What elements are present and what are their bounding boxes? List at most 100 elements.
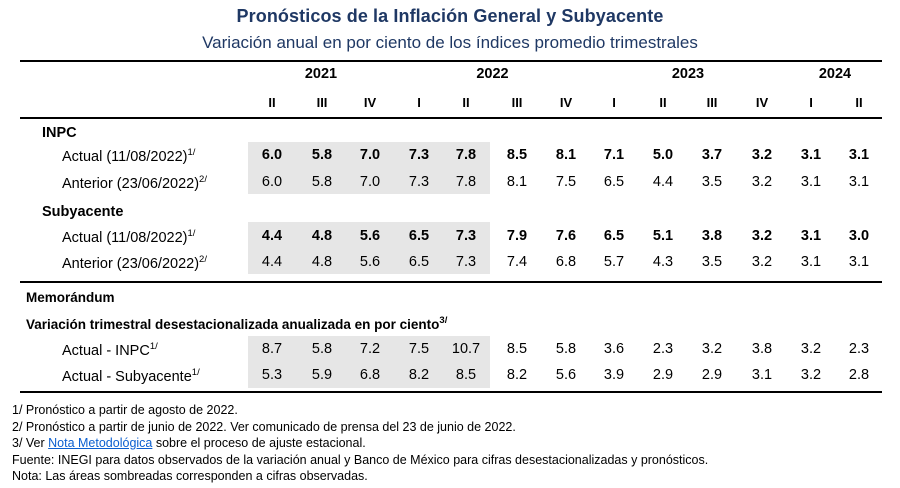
quarter-header: I (809, 95, 813, 110)
footnote-ref: 1/ (187, 147, 196, 158)
table-cell: 5.0 (652, 147, 674, 163)
quarter-header: II (855, 95, 863, 110)
footnote-ref: 2/ (199, 174, 207, 185)
table-cell: 7.1 (603, 147, 625, 163)
table-cell: 5.6 (359, 228, 381, 244)
row-label: Actual (11/08/2022)1/ (62, 147, 195, 165)
table-cell: 6.5 (603, 174, 625, 190)
section-title: Subyacente (42, 204, 124, 220)
table-cell: 8.1 (506, 174, 528, 190)
quarter-header: II (268, 95, 276, 110)
row-label: Anterior (23/06/2022)2/ (62, 174, 207, 192)
table-cell: 3.7 (701, 147, 723, 163)
year-header: 2023 (671, 66, 705, 82)
table-cell: 6.0 (261, 147, 283, 163)
table-cell: 3.8 (701, 228, 723, 244)
table-cell: 3.1 (751, 367, 773, 383)
table-cell: 3.1 (800, 147, 822, 163)
row-label-text: Actual - Subyacente (62, 369, 192, 385)
row-label-text: Anterior (23/06/2022) (62, 256, 200, 272)
table-cell: 2.3 (848, 341, 870, 357)
quarter-header: IV (755, 95, 769, 110)
table-cell: 4.4 (261, 228, 283, 244)
table-cell: 8.7 (261, 341, 283, 357)
table-cell: 7.4 (506, 254, 528, 270)
table-cell: 3.5 (701, 174, 723, 190)
table-cell: 5.8 (555, 341, 577, 357)
observed-shade (248, 248, 490, 274)
quarter-header: II (659, 95, 667, 110)
footnotes: 1/ Pronóstico a partir de agosto de 2022… (12, 402, 708, 485)
table-cell: 3.2 (800, 341, 822, 357)
table-cell: 7.5 (408, 341, 430, 357)
table-cell: 6.8 (359, 367, 381, 383)
row-label: Actual (11/08/2022)1/ (62, 228, 195, 246)
table-cell: 7.3 (408, 147, 430, 163)
table-cell: 5.7 (603, 254, 625, 270)
table-cell: 7.3 (408, 174, 430, 190)
quarter-header: I (417, 95, 421, 110)
table-cell: 7.6 (555, 228, 577, 244)
table-cell: 3.1 (848, 254, 870, 270)
table-cell: 3.2 (751, 228, 773, 244)
quarter-header: I (612, 95, 616, 110)
row-label-text: Actual (11/08/2022) (62, 149, 188, 165)
footnote-ref: 1/ (191, 367, 200, 378)
header-bottom-rule (20, 117, 882, 119)
page-title: Pronósticos de la Inflación General y Su… (236, 6, 664, 26)
table-cell: 4.4 (652, 174, 674, 190)
table-cell: 3.2 (701, 341, 723, 357)
observed-shade (248, 362, 490, 388)
footnote-ref: 3/ (439, 315, 448, 326)
footnote-ref: 1/ (149, 341, 158, 352)
table-cell: 3.1 (800, 174, 822, 190)
row-label-text: Anterior (23/06/2022) (62, 176, 200, 192)
memo-subtitle: Variación trimestral desestacionalizada … (26, 315, 447, 332)
table-bottom-rule (20, 391, 882, 393)
table-cell: 8.5 (455, 367, 477, 383)
quarter-header: II (462, 95, 470, 110)
shading-note: Nota: Las áreas sombreadas corresponden … (12, 469, 368, 484)
table-cell: 8.2 (408, 367, 430, 383)
section-title: INPC (42, 125, 77, 141)
table-cell: 7.3 (455, 254, 477, 270)
table-cell: 3.0 (848, 228, 870, 244)
table-cell: 7.8 (455, 174, 477, 190)
memo-subtitle-text: Variación trimestral desestacionalizada … (26, 317, 440, 332)
table-cell: 5.8 (311, 147, 333, 163)
table-cell: 7.9 (506, 228, 528, 244)
table-cell: 5.6 (555, 367, 577, 383)
table-cell: 7.2 (359, 341, 381, 357)
nota-metodologica-link[interactable]: Nota Metodológica (48, 436, 153, 451)
table-cell: 7.5 (555, 174, 577, 190)
row-label: Actual - Subyacente1/ (62, 367, 200, 385)
page-subtitle: Variación anual en por ciento de los índ… (202, 33, 698, 52)
quarter-header: IV (363, 95, 377, 110)
table-cell: 6.5 (408, 254, 430, 270)
table-cell: 6.5 (408, 228, 430, 244)
table-cell: 3.1 (800, 254, 822, 270)
memo-title: Memorándum (26, 290, 115, 305)
table-cell: 2.8 (848, 367, 870, 383)
footnote-2: 2/ Pronóstico a partir de junio de 2022.… (12, 419, 516, 434)
table-cell: 4.4 (261, 254, 283, 270)
table-cell: 6.5 (603, 228, 625, 244)
quarter-header: IV (559, 95, 573, 110)
observed-shade (248, 142, 490, 168)
table-cell: 4.8 (311, 228, 333, 244)
table-cell: 3.8 (751, 341, 773, 357)
table-cell: 3.2 (800, 367, 822, 383)
table-cell: 8.2 (506, 367, 528, 383)
table-cell: 6.0 (261, 174, 283, 190)
table-cell: 7.0 (359, 174, 381, 190)
table-top-rule (20, 60, 882, 62)
footnote-3-suffix: sobre el proceso de ajuste estacional. (152, 436, 366, 451)
table-cell: 3.6 (603, 341, 625, 357)
table-cell: 7.0 (359, 147, 381, 163)
table-cell: 8.1 (555, 147, 577, 163)
table-cell: 7.3 (455, 228, 477, 244)
source-note: Fuente: INEGI para datos observados de l… (12, 452, 709, 467)
footnote-3-prefix: 3/ Ver (12, 436, 49, 451)
table-cell: 3.1 (848, 147, 870, 163)
table-cell: 2.9 (701, 367, 723, 383)
